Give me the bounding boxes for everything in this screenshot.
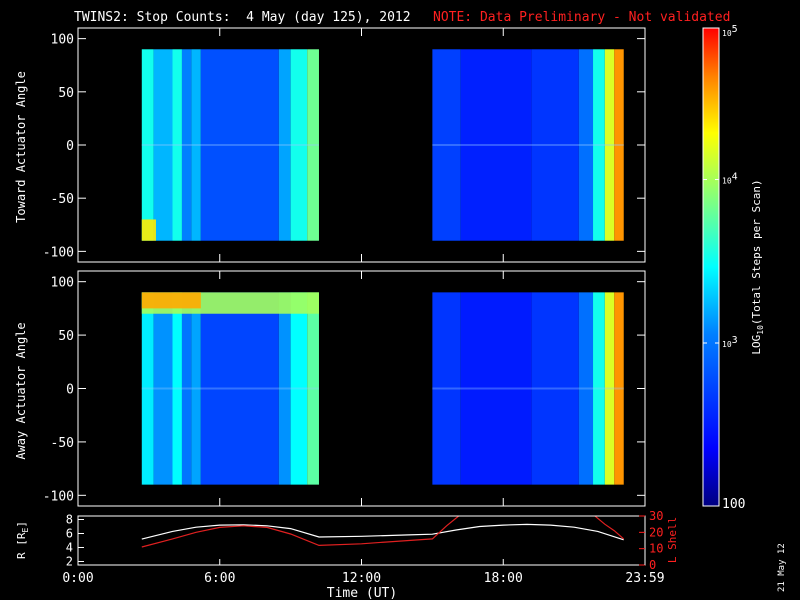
heatmap-band xyxy=(604,49,615,241)
heatmap-band xyxy=(153,49,173,241)
heatmap-band xyxy=(290,49,308,241)
heatmap-band xyxy=(200,292,279,485)
heatmap-hotspot xyxy=(141,292,201,309)
lshell-ylabel: L Shell xyxy=(666,517,679,563)
time-tick-label: 18:00 xyxy=(484,571,523,586)
heatmap-band xyxy=(141,49,154,241)
orbit-ylabel: R [RE] xyxy=(15,521,30,559)
heatmap-band xyxy=(432,49,461,241)
heatmap-band xyxy=(531,49,579,241)
lshell-line-2 xyxy=(593,516,625,540)
colorbar: 105 104 103 100 LOG10(Total Steps per Scan) xyxy=(702,24,765,512)
colorbar-tick-label: 104 xyxy=(722,172,738,186)
heatmap-band xyxy=(614,49,624,241)
date-stamp: 21 May 12 xyxy=(777,543,787,592)
heatmap-band xyxy=(172,292,182,485)
colorbar-tick-label: 105 xyxy=(722,24,738,38)
colorbar-label: LOG10(Total Steps per Scan) xyxy=(750,179,765,354)
lshell-tick-label: 20 xyxy=(649,525,663,539)
lshell-tick-label: 30 xyxy=(649,509,663,523)
r-tick-label: 2 xyxy=(66,555,73,569)
y-tick-label: 50 xyxy=(58,329,74,344)
heatmap-band xyxy=(578,49,594,241)
colorbar-tick-label: 103 xyxy=(722,335,738,349)
r-tick-label: 4 xyxy=(66,541,73,555)
time-tick-label: 6:00 xyxy=(204,571,235,586)
heatmap-band xyxy=(290,292,308,485)
lshell-tick-label: 10 xyxy=(649,542,663,556)
r-tick-label: 8 xyxy=(66,513,73,527)
chart-title: TWINS2: Stop Counts: 4 May (day 125), 20… xyxy=(74,10,411,25)
heatmap-band xyxy=(172,49,182,241)
toward-ylabel: Toward Actuator Angle xyxy=(14,71,28,223)
colorbar-gradient xyxy=(702,27,720,507)
heatmap-hotspot xyxy=(141,219,156,241)
heatmap-band xyxy=(604,292,615,485)
orbit-frame xyxy=(77,515,646,566)
zero-stripe xyxy=(432,387,624,390)
lshell-line xyxy=(141,516,460,548)
y-tick-label: 0 xyxy=(66,383,74,398)
zero-stripe xyxy=(432,144,624,146)
y-tick-label: 100 xyxy=(51,276,74,291)
r-line xyxy=(141,523,624,541)
zero-stripe xyxy=(141,144,319,146)
heatmap-band xyxy=(593,49,605,241)
colorbar-ticks: 105 104 103 100 xyxy=(703,24,745,512)
y-tick-label: -50 xyxy=(51,436,74,451)
y-tick-label: 0 xyxy=(66,139,74,154)
heatmap-band xyxy=(531,292,579,485)
y-tick-label: -100 xyxy=(43,245,74,260)
time-tick-label: 12:00 xyxy=(342,571,381,586)
time-tick-label: 0:00 xyxy=(62,571,93,586)
heatmap-band xyxy=(141,292,154,485)
y-tick-label: 50 xyxy=(58,86,74,101)
heatmap-band xyxy=(432,292,461,485)
heatmap-band xyxy=(593,292,605,485)
time-tick-label: 23:59 xyxy=(625,571,664,586)
colorbar-tick-label: 100 xyxy=(722,497,745,512)
r-tick-label: 6 xyxy=(66,527,73,541)
orbit-lines xyxy=(141,516,625,548)
zero-stripe xyxy=(141,387,319,390)
y-tick-label: -100 xyxy=(43,489,74,504)
toward-panel: 100 50 0 -50 -100 xyxy=(43,27,646,263)
lshell-tick-label: 0 xyxy=(649,558,656,572)
time-xlabel: Time (UT) xyxy=(327,586,397,600)
preliminary-note: NOTE: Data Preliminary - Not validated xyxy=(433,10,730,25)
heatmap-band xyxy=(278,49,291,241)
heatmap-band xyxy=(614,292,624,485)
y-tick-label: -50 xyxy=(51,192,74,207)
heatmap-band xyxy=(181,292,192,485)
heatmap-band xyxy=(191,49,201,241)
heatmap-band xyxy=(153,292,173,485)
heatmap-band xyxy=(460,49,532,241)
heatmap-band xyxy=(181,49,192,241)
away-ylabel: Away Actuator Angle xyxy=(14,322,28,459)
away-panel: 100 50 0 -50 -100 xyxy=(43,270,646,507)
heatmap-band xyxy=(200,49,279,241)
heatmap-band xyxy=(307,292,319,485)
heatmap-band xyxy=(278,292,291,485)
y-tick-label: 100 xyxy=(51,33,74,48)
heatmap-band xyxy=(191,292,201,485)
heatmap-band xyxy=(460,292,532,485)
heatmap-band xyxy=(307,49,319,241)
heatmap-band xyxy=(578,292,594,485)
